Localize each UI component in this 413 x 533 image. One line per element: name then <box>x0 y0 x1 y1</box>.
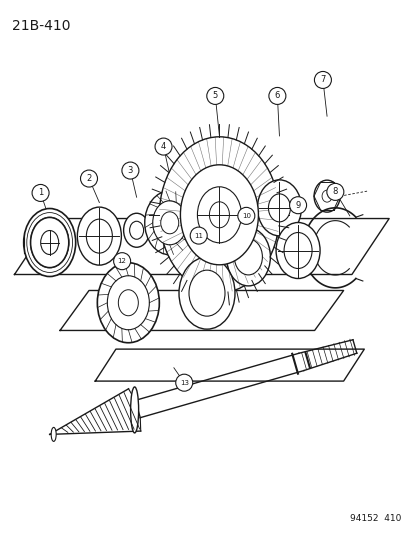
Circle shape <box>313 71 331 88</box>
Circle shape <box>113 253 131 270</box>
Circle shape <box>121 162 139 179</box>
Ellipse shape <box>180 165 258 265</box>
Text: 1: 1 <box>38 189 43 197</box>
Text: 4: 4 <box>161 142 166 151</box>
Circle shape <box>175 374 192 391</box>
Ellipse shape <box>313 180 339 212</box>
Circle shape <box>268 87 285 104</box>
Ellipse shape <box>129 221 143 239</box>
Ellipse shape <box>234 239 262 275</box>
Ellipse shape <box>257 180 301 236</box>
Text: 7: 7 <box>320 76 325 84</box>
Ellipse shape <box>268 194 290 222</box>
Ellipse shape <box>159 137 279 293</box>
Ellipse shape <box>160 212 178 234</box>
Circle shape <box>32 184 49 201</box>
Ellipse shape <box>275 222 319 279</box>
Ellipse shape <box>77 207 121 265</box>
Ellipse shape <box>97 263 159 343</box>
Text: 2: 2 <box>86 174 91 183</box>
Circle shape <box>80 170 97 187</box>
Text: 10: 10 <box>241 213 250 219</box>
Circle shape <box>206 87 223 104</box>
Ellipse shape <box>189 270 224 316</box>
Circle shape <box>190 227 207 244</box>
Text: 94152  410: 94152 410 <box>349 514 401 523</box>
Circle shape <box>326 183 343 200</box>
Ellipse shape <box>131 387 138 433</box>
Ellipse shape <box>145 191 194 255</box>
Ellipse shape <box>31 217 69 268</box>
Text: 9: 9 <box>295 201 300 209</box>
Circle shape <box>289 197 306 214</box>
Text: 11: 11 <box>194 232 203 239</box>
Text: 8: 8 <box>332 188 337 196</box>
Ellipse shape <box>321 190 331 202</box>
Text: 5: 5 <box>212 92 217 100</box>
Ellipse shape <box>118 290 138 316</box>
Ellipse shape <box>209 202 229 228</box>
Ellipse shape <box>283 232 311 269</box>
Circle shape <box>237 207 254 224</box>
Text: 12: 12 <box>117 258 126 264</box>
Ellipse shape <box>178 257 235 329</box>
Ellipse shape <box>24 208 76 277</box>
Text: 3: 3 <box>128 166 133 175</box>
Ellipse shape <box>123 213 149 247</box>
Ellipse shape <box>51 427 56 441</box>
Text: 21B-410: 21B-410 <box>12 19 71 33</box>
Ellipse shape <box>40 230 59 255</box>
Text: 13: 13 <box>179 379 188 386</box>
Ellipse shape <box>107 276 149 330</box>
Text: 6: 6 <box>274 92 279 100</box>
Ellipse shape <box>226 228 270 286</box>
Ellipse shape <box>86 219 112 253</box>
Ellipse shape <box>197 187 241 243</box>
Ellipse shape <box>152 201 186 245</box>
Circle shape <box>154 138 172 155</box>
